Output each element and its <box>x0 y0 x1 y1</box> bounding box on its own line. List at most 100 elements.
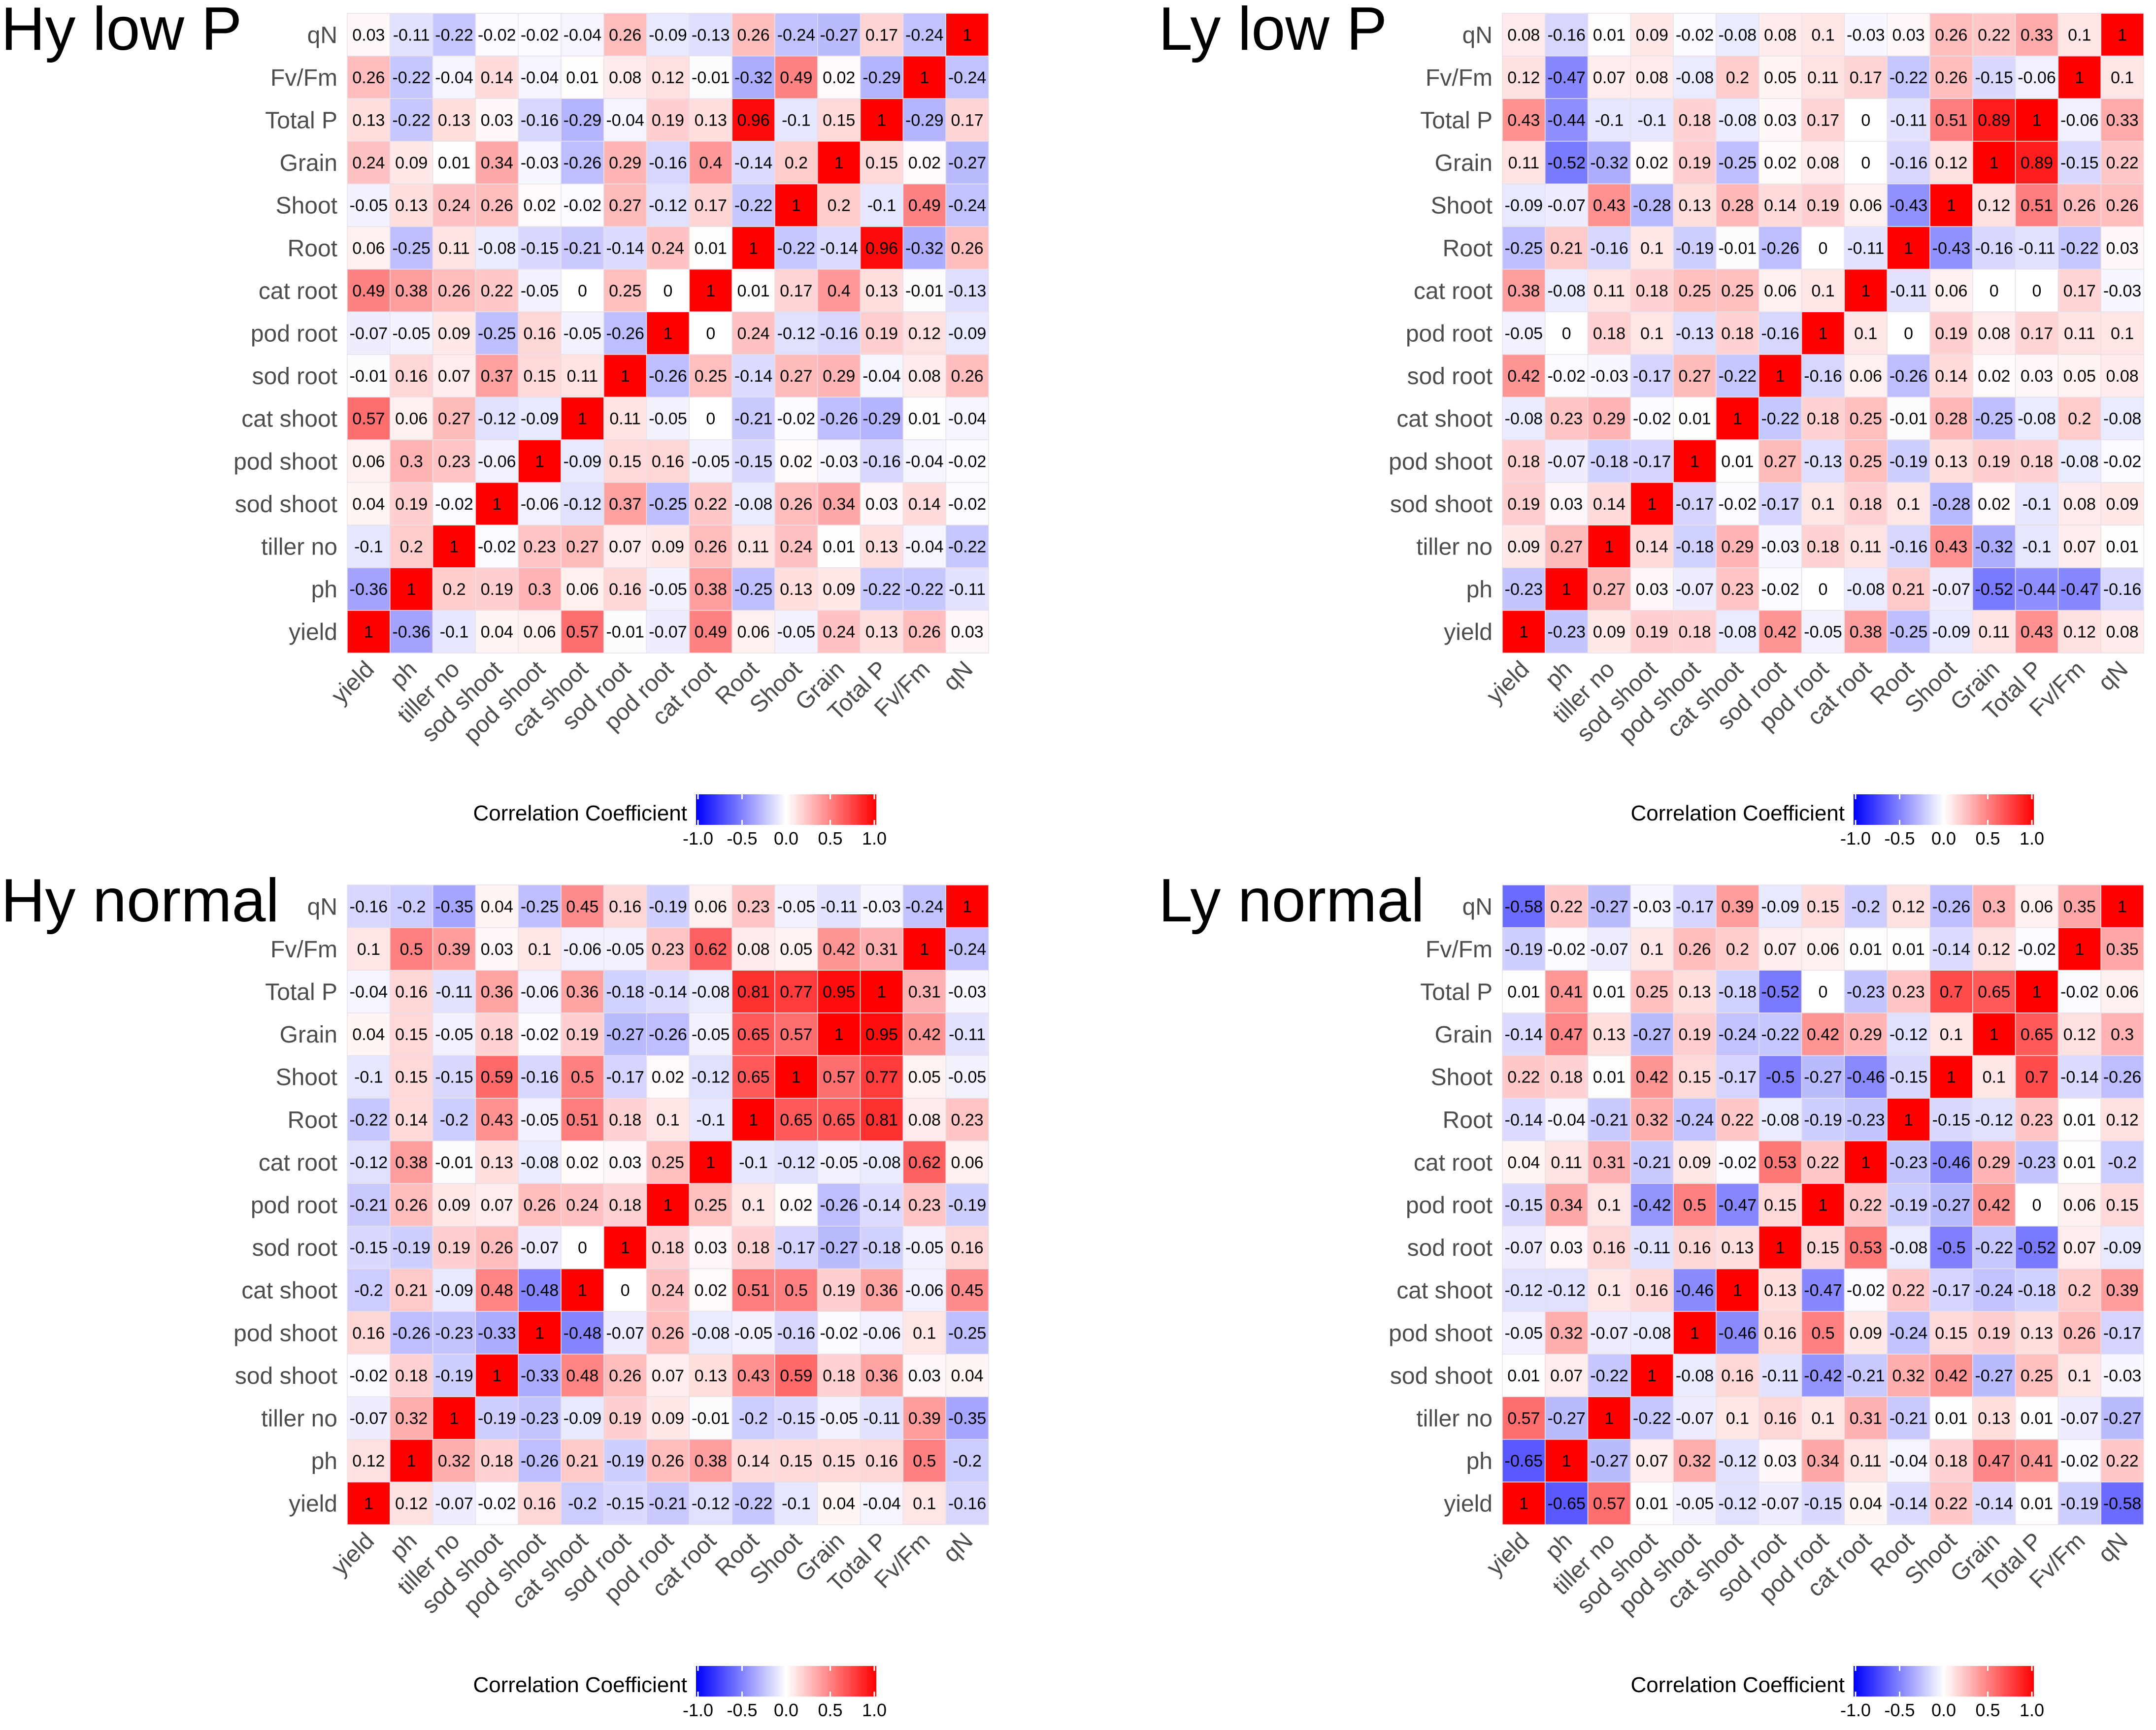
cell-value-label: 0.01 <box>908 410 941 428</box>
heatmap-cell <box>1630 1226 1674 1270</box>
cell-value-label: 1 <box>450 1409 459 1428</box>
cell-value-label: -0.25 <box>734 580 773 599</box>
heatmap-cell <box>902 1098 946 1142</box>
cell-value-label: -0.07 <box>1932 580 1971 599</box>
cell-value-label: 0.77 <box>865 1068 898 1087</box>
heatmap-cell <box>1801 226 1845 270</box>
color-legend: Correlation Coefficient-1.0 -0.5 0.0 0.5 1.0 <box>473 794 887 849</box>
cell-value-label: -0.05 <box>350 196 388 215</box>
cell-value-label: 1 <box>492 495 501 514</box>
cell-value-label: 0.22 <box>1550 897 1583 916</box>
cell-value-label: 1 <box>1904 239 1913 258</box>
heatmap-cell <box>347 268 391 312</box>
heatmap-cell <box>475 567 519 611</box>
heatmap-cell <box>774 1311 818 1355</box>
legend-tick-label: -0.5 <box>727 828 757 849</box>
cell-value-label: 0.42 <box>1807 1025 1839 1044</box>
heatmap-cell <box>2015 1481 2059 1525</box>
column-label: qN <box>2093 1528 2133 1567</box>
cell-value-label: 0.02 <box>780 452 812 471</box>
cell-value-label: 0.11 <box>2064 325 2095 343</box>
cell-value-label: -0.12 <box>478 410 516 428</box>
cell-value-label: 0.1 <box>1597 1196 1621 1215</box>
heatmap-cell <box>1972 98 2016 142</box>
heatmap-cell <box>603 55 647 99</box>
heatmap-cell <box>347 1311 391 1355</box>
cell-value-label: 1 <box>1861 282 1870 300</box>
cell-value-label: 0.06 <box>1807 940 1839 959</box>
heatmap-cell <box>1716 1481 1759 1525</box>
heatmap-cell <box>603 354 647 398</box>
heatmap-cell <box>945 610 989 653</box>
cell-value-label: -0.12 <box>649 196 687 215</box>
heatmap-cell <box>1545 13 1589 57</box>
heatmap-cell <box>390 268 433 312</box>
cell-value-label: 0.18 <box>1807 538 1839 556</box>
cell-value-label: -0.25 <box>1975 410 2013 428</box>
heatmap-cell <box>1972 927 2016 971</box>
cell-value-label: 0.5 <box>400 940 423 959</box>
cell-value-label: -0.16 <box>521 111 559 130</box>
cell-value-label: 0.1 <box>1854 325 1877 343</box>
cell-value-label: -0.21 <box>1890 1409 1928 1428</box>
cell-value-label: 0.16 <box>652 452 684 471</box>
heatmap-cell <box>603 1226 647 1270</box>
cell-value-label: 0.03 <box>2021 367 2053 386</box>
cell-value-label: -0.02 <box>1719 495 1757 514</box>
cell-value-label: 0.16 <box>1764 1409 1796 1428</box>
cell-value-label: -0.05 <box>649 410 687 428</box>
heatmap-cell <box>902 311 946 355</box>
cell-value-label: 0.39 <box>908 1409 941 1428</box>
cell-value-label: 0.3 <box>400 452 423 471</box>
cell-value-label: -0.07 <box>1590 940 1628 959</box>
cell-value-label: -0.08 <box>1676 1367 1714 1385</box>
cell-value-label: 0.2 <box>442 580 465 599</box>
heatmap-cell <box>1844 1226 1888 1270</box>
cell-value-label: 0.15 <box>1807 1239 1839 1257</box>
cell-value-label: -0.29 <box>862 68 901 87</box>
heatmap-cell <box>731 1098 775 1142</box>
heatmap-cell <box>390 1353 433 1397</box>
cell-value-label: 0.09 <box>652 538 684 556</box>
heatmap-cell <box>1502 1481 1546 1525</box>
heatmap-cell <box>347 610 391 653</box>
cell-value-label: -0.05 <box>392 325 431 343</box>
heatmap-cell <box>1630 482 1674 525</box>
heatmap-cell <box>1630 1311 1674 1355</box>
heatmap-cell <box>1630 1012 1674 1056</box>
cell-value-label: 1 <box>877 983 887 1002</box>
cell-value-label: 0.09 <box>823 580 855 599</box>
heatmap-cell <box>2057 884 2101 928</box>
heatmap-cell <box>1801 1481 1845 1525</box>
cell-value-label: -0.07 <box>1761 1495 1799 1513</box>
cell-value-label: -0.19 <box>948 1196 987 1215</box>
heatmap-cell <box>603 98 647 142</box>
cell-value-label: -0.14 <box>1505 1110 1543 1129</box>
heatmap-cell <box>1673 1226 1717 1270</box>
heatmap-cell <box>1716 927 1759 971</box>
cell-value-label: -0.07 <box>2060 1409 2099 1428</box>
cell-value-label: 0.08 <box>2106 623 2139 642</box>
cell-value-label: -0.13 <box>948 282 987 300</box>
cell-value-label: 0.26 <box>481 1239 513 1257</box>
heatmap-cell <box>475 1353 519 1397</box>
cell-value-label: 0.29 <box>1593 410 1625 428</box>
cell-value-label: -0.24 <box>777 26 816 44</box>
heatmap-cell <box>1801 1311 1845 1355</box>
cell-value-label: 0.18 <box>823 1367 855 1385</box>
heatmap-cell <box>1972 311 2016 355</box>
heatmap-cell <box>561 98 604 142</box>
heatmap-cell <box>518 884 562 928</box>
cell-value-label: -0.16 <box>1804 367 1842 386</box>
cell-value-label: 0.7 <box>1940 983 1963 1002</box>
heatmap-cell <box>432 884 476 928</box>
cell-value-label: -0.21 <box>649 1495 687 1513</box>
cell-value-label: 0.02 <box>652 1068 684 1087</box>
cell-value-label: 0.23 <box>951 1110 984 1129</box>
heatmap-cell <box>561 1353 604 1397</box>
cell-value-label: -0.19 <box>2060 1495 2099 1513</box>
heatmap-cell <box>1545 183 1589 227</box>
heatmap-cell <box>1972 183 2016 227</box>
cell-value-label: 0.12 <box>652 68 684 87</box>
cell-value-label: -0.1 <box>2023 495 2052 514</box>
